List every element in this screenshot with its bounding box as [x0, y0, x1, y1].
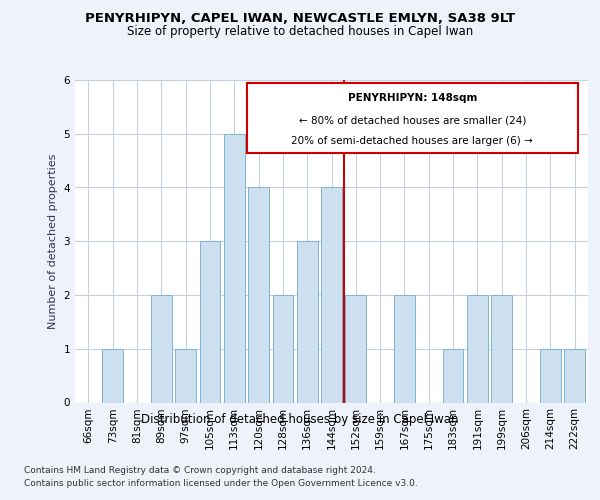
Text: ← 80% of detached houses are smaller (24): ← 80% of detached houses are smaller (24… — [299, 116, 526, 126]
Bar — [564, 349, 585, 403]
Bar — [346, 295, 366, 403]
Bar — [224, 134, 245, 402]
Text: Distribution of detached houses by size in Capel Iwan: Distribution of detached houses by size … — [141, 412, 459, 426]
Bar — [321, 188, 342, 402]
Bar — [467, 295, 488, 403]
Bar — [297, 242, 317, 402]
Text: Contains public sector information licensed under the Open Government Licence v3: Contains public sector information licen… — [24, 479, 418, 488]
Bar — [491, 295, 512, 403]
Bar — [272, 295, 293, 403]
Text: 20% of semi-detached houses are larger (6) →: 20% of semi-detached houses are larger (… — [292, 136, 533, 146]
Bar — [443, 349, 463, 403]
Text: PENYRHIPYN: 148sqm: PENYRHIPYN: 148sqm — [347, 94, 477, 104]
Text: Contains HM Land Registry data © Crown copyright and database right 2024.: Contains HM Land Registry data © Crown c… — [24, 466, 376, 475]
Bar — [540, 349, 560, 403]
FancyBboxPatch shape — [247, 83, 578, 152]
Bar — [175, 349, 196, 403]
Text: Size of property relative to detached houses in Capel Iwan: Size of property relative to detached ho… — [127, 25, 473, 38]
Bar — [200, 242, 220, 402]
Bar — [394, 295, 415, 403]
Bar — [248, 188, 269, 402]
Bar — [103, 349, 123, 403]
Y-axis label: Number of detached properties: Number of detached properties — [48, 154, 58, 329]
Text: PENYRHIPYN, CAPEL IWAN, NEWCASTLE EMLYN, SA38 9LT: PENYRHIPYN, CAPEL IWAN, NEWCASTLE EMLYN,… — [85, 12, 515, 26]
Bar — [151, 295, 172, 403]
